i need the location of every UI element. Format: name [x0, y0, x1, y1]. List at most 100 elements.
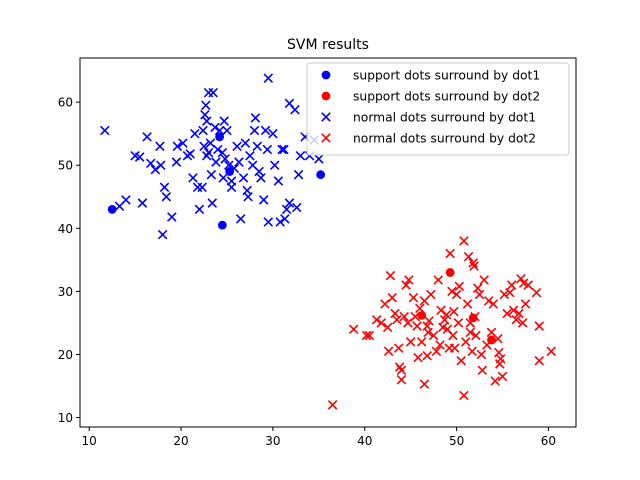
data-point-x: [361, 330, 372, 341]
y-tick-label: 40: [58, 222, 73, 236]
data-point-x: [229, 163, 240, 174]
data-point-x: [275, 217, 286, 227]
data-point-circle: [445, 268, 455, 277]
data-point-x: [161, 192, 172, 202]
data-point-x: [502, 308, 512, 319]
data-point-x: [199, 141, 209, 152]
data-point-x: [546, 346, 556, 357]
data-point-x: [493, 333, 503, 344]
data-point-x: [281, 204, 292, 215]
data-point-x: [243, 192, 253, 202]
data-point-x: [238, 173, 249, 183]
data-point-x: [401, 280, 411, 290]
data-point-x: [198, 125, 208, 136]
data-point-x: [292, 202, 302, 213]
legend-label: normal dots surround by dot2: [353, 132, 536, 146]
data-point-x: [224, 160, 234, 170]
data-point-x: [405, 337, 416, 347]
data-point-x: [416, 337, 427, 347]
data-point-x: [295, 151, 306, 161]
data-point-x: [448, 330, 458, 341]
data-point-x: [477, 365, 488, 375]
data-point-x: [468, 258, 478, 268]
data-point-x: [419, 379, 430, 389]
data-point-x: [201, 100, 211, 111]
data-point-x: [385, 270, 396, 281]
data-point-x: [439, 315, 450, 325]
data-point-x: [232, 141, 242, 152]
data-point-x: [428, 330, 439, 341]
data-point-x: [159, 182, 170, 193]
data-point-x: [467, 346, 477, 357]
data-point-x: [210, 122, 220, 133]
axes: 10 20 30 40 50 60 10 20 30 40 50 60: [58, 57, 577, 448]
data-point-x: [290, 104, 300, 115]
data-point-x: [371, 315, 382, 325]
data-point-x: [203, 147, 214, 158]
legend-circle-marker: [321, 91, 331, 101]
data-point-x: [134, 152, 145, 162]
x-tick-label: 60: [541, 434, 556, 448]
data-point-x: [208, 87, 218, 98]
legend: support dots surround by dot1 support dot…: [306, 62, 570, 156]
data-point-x: [392, 315, 402, 325]
data-point-x: [157, 229, 168, 240]
data-point-x: [249, 125, 260, 136]
legend-label: support dots surround by dot2: [353, 90, 540, 104]
data-point-x: [445, 248, 455, 259]
data-point-x: [422, 350, 432, 361]
data-point-x: [190, 128, 200, 139]
data-point-x: [121, 195, 131, 205]
data-point-x: [514, 308, 524, 319]
data-point-x: [495, 354, 506, 364]
data-point-x: [465, 327, 476, 338]
y-tick-label: 50: [58, 159, 73, 173]
data-point-x: [207, 198, 218, 208]
y-tick-label: 20: [58, 348, 73, 362]
data-point-x: [453, 318, 464, 328]
data-point-x: [396, 374, 407, 385]
data-point-x: [465, 318, 476, 328]
data-point-x: [511, 315, 522, 325]
legend-label: normal dots surround by dot1: [353, 111, 536, 125]
y-tick-label: 10: [58, 411, 73, 425]
data-point-x: [459, 390, 469, 401]
data-point-x: [171, 157, 182, 167]
data-point-x: [142, 132, 152, 142]
data-point-x: [449, 306, 459, 317]
data-point-x: [399, 311, 410, 322]
data-point-x: [461, 337, 471, 347]
data-point-x: [454, 281, 465, 292]
data-point-x: [506, 280, 517, 290]
data-point-x: [476, 349, 487, 360]
series-1: [107, 132, 326, 230]
y-tick-label: 30: [58, 285, 73, 299]
data-point-x: [483, 296, 494, 306]
data-point-x: [364, 330, 375, 341]
data-point-x: [462, 299, 473, 309]
data-point-x: [499, 289, 510, 300]
data-point-x: [269, 160, 280, 170]
data-point-x: [260, 125, 271, 136]
data-point-x: [256, 173, 266, 183]
plot-marks: [100, 73, 556, 410]
data-point-x: [505, 287, 515, 298]
data-point-x: [235, 214, 246, 224]
chart-title: SVM results: [287, 37, 369, 53]
data-point-x: [167, 212, 177, 222]
x-tick-label: 20: [173, 434, 188, 448]
data-point-x: [348, 324, 359, 334]
data-point-x: [531, 287, 542, 298]
data-point-x: [479, 275, 489, 285]
data-point-x: [497, 371, 508, 382]
legend-x-marker: [321, 133, 331, 143]
data-point-x: [222, 125, 232, 136]
data-point-x: [258, 195, 269, 205]
data-point-x: [226, 182, 237, 193]
data-point-x: [214, 125, 225, 136]
data-point-x: [277, 144, 287, 155]
data-point-x: [413, 352, 423, 363]
data-point-circle: [107, 204, 117, 214]
data-point-x: [314, 154, 324, 164]
